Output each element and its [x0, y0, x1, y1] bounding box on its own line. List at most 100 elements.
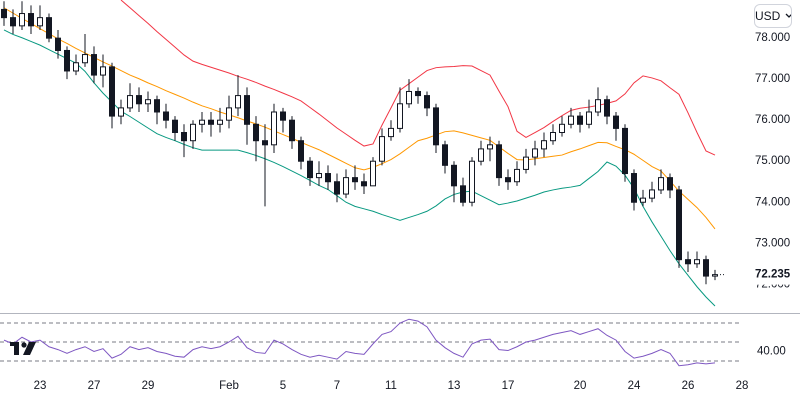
candle-body	[514, 168, 520, 183]
candle-body	[388, 127, 394, 138]
candle-body	[262, 140, 268, 146]
candle-body	[55, 37, 61, 51]
candle-body	[289, 119, 295, 142]
candle-body	[172, 119, 178, 134]
candle-body	[424, 95, 430, 109]
x-tick-label: 23	[34, 380, 47, 392]
candle-body	[109, 66, 115, 117]
y-tick-label: 78.000	[755, 32, 790, 44]
candle-body	[406, 90, 412, 105]
candle-body	[379, 136, 385, 162]
candle-body	[631, 173, 637, 203]
candle-body	[307, 160, 313, 179]
candle-body	[217, 119, 223, 125]
candle-body	[343, 177, 349, 195]
candle-body	[1, 8, 7, 19]
candle-body	[640, 197, 646, 203]
last-price-label: 72.235	[755, 269, 791, 281]
candle-body	[541, 140, 547, 150]
axes: 232729Feb571113172024262872.00073.00074.…	[34, 32, 800, 392]
x-tick-label: 28	[736, 380, 749, 392]
candle-body	[550, 132, 556, 142]
candle-body	[154, 99, 160, 113]
candle-body	[586, 111, 592, 125]
logo	[10, 342, 36, 355]
y-tick-label: 74.000	[755, 196, 790, 208]
candle-body	[469, 160, 475, 203]
candle-body	[415, 90, 421, 97]
candle-body	[19, 13, 25, 27]
x-tick-label: 11	[385, 380, 397, 392]
candle-body	[604, 99, 610, 117]
x-tick-label: 13	[448, 380, 461, 392]
last-price-badge	[748, 264, 800, 285]
y-tick-label: 40.00	[757, 346, 786, 358]
y-tick-label: 75.000	[755, 155, 790, 167]
currency-button[interactable]: USD	[754, 4, 792, 28]
candle-body	[334, 181, 340, 195]
candle-body	[712, 274, 718, 277]
candle-body	[676, 189, 682, 261]
candle-body	[532, 148, 538, 158]
candle-body	[325, 173, 331, 183]
candle-body	[244, 95, 250, 125]
candle-body	[622, 127, 628, 175]
candle-body	[316, 173, 322, 179]
candle-body	[28, 13, 34, 27]
x-tick-label: Feb	[219, 380, 239, 392]
band-line	[3, 7, 716, 230]
y-tick-label: 76.000	[755, 114, 790, 126]
candle-body	[460, 185, 466, 203]
candle-body	[298, 140, 304, 162]
candle-body	[703, 259, 709, 277]
candle-body	[352, 177, 358, 183]
candle-body	[10, 17, 16, 27]
candle-body	[181, 132, 187, 142]
candle-body	[145, 99, 151, 105]
candle-body	[451, 164, 457, 187]
chevron	[785, 13, 791, 18]
x-tick-label: 5	[280, 380, 286, 392]
candle-body	[91, 54, 97, 76]
candle-body	[226, 107, 232, 121]
candle-body	[235, 95, 241, 109]
candle-body	[271, 111, 277, 146]
candle-body	[433, 107, 439, 146]
candle-body	[667, 177, 673, 191]
candle-body	[280, 111, 286, 121]
candle-body	[64, 49, 70, 72]
band-line	[120, 0, 716, 156]
rsi-pane	[0, 318, 742, 367]
candle-body	[370, 160, 376, 187]
y-tick-label: 73.000	[755, 237, 790, 249]
candle-body	[685, 259, 691, 265]
candle-body	[163, 111, 169, 121]
candle-body	[613, 115, 619, 129]
candle-body	[199, 119, 205, 125]
x-tick-label: 7	[334, 380, 340, 392]
candle-body	[208, 119, 214, 125]
candle-body	[649, 189, 655, 199]
candle-body	[73, 62, 79, 72]
candle-body	[442, 144, 448, 166]
x-tick-label: 20	[574, 380, 587, 392]
y-tick-label: 77.000	[755, 73, 790, 85]
candle-body	[190, 123, 196, 142]
candle-body	[361, 181, 367, 187]
price-pane	[1, 0, 718, 307]
candle-body	[253, 123, 259, 142]
candle-body	[478, 148, 484, 162]
candle-body	[595, 99, 601, 113]
candle-body	[496, 144, 502, 179]
candle-body	[118, 107, 124, 117]
candle-body	[577, 115, 583, 125]
rsi-line	[3, 318, 716, 367]
x-tick-label: 26	[682, 380, 695, 392]
candle-body	[523, 156, 529, 170]
candle-body	[559, 123, 565, 134]
candle-body	[658, 177, 664, 191]
x-tick-label: 17	[502, 380, 515, 392]
candle-body	[46, 17, 52, 39]
